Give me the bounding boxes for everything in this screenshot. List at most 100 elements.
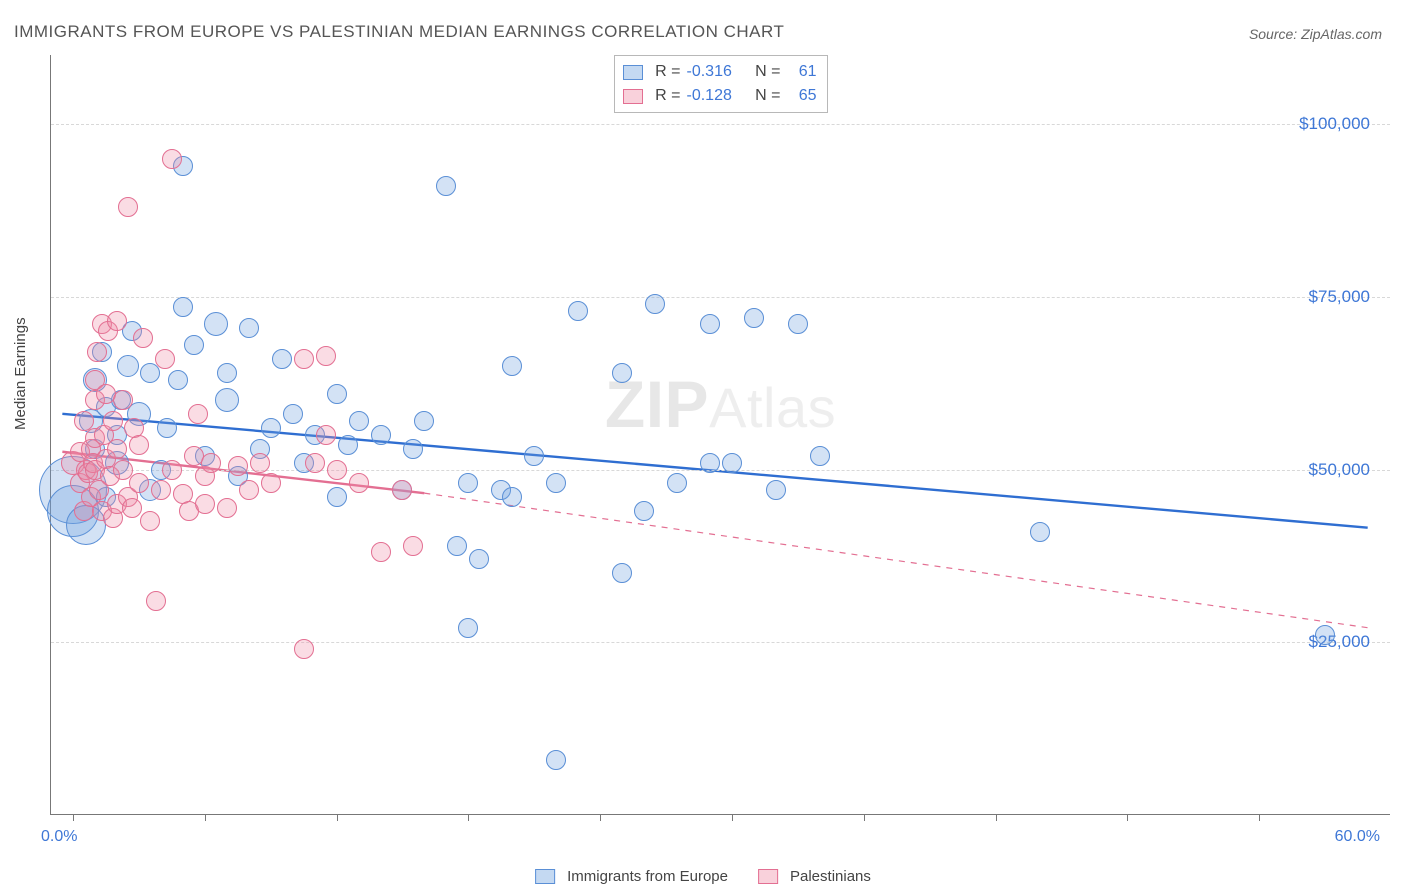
scatter-point [788,314,808,334]
scatter-point [645,294,665,314]
legend-item-b: Palestinians [758,868,871,885]
y-axis-label: Median Earnings [12,317,29,430]
scatter-point [140,363,160,383]
x-tick [337,814,338,821]
scatter-point [239,318,259,338]
scatter-point [700,453,720,473]
scatter-point [469,549,489,569]
y-tick-label: $75,000 [1309,287,1370,307]
scatter-point [140,511,160,531]
scatter-point [107,311,127,331]
scatter-point [173,297,193,317]
chart-plot-area: ZIPAtlas R = -0.316 N = 61 R = -0.128 N … [50,55,1390,815]
scatter-point [162,149,182,169]
watermark-atlas: Atlas [709,376,836,439]
x-tick [600,814,601,821]
scatter-point [239,480,259,500]
scatter-point [371,542,391,562]
scatter-point [305,453,325,473]
scatter-point [103,411,123,431]
legend-item-a: Immigrants from Europe [535,868,728,885]
scatter-point [722,453,742,473]
scatter-point [403,439,423,459]
scatter-point [228,456,248,476]
scatter-point [168,370,188,390]
scatter-point [117,355,139,377]
legend-bottom: Immigrants from Europe Palestinians [535,868,871,885]
r-value-a: -0.316 [687,60,747,84]
y-tick-label: $100,000 [1299,114,1370,134]
scatter-point [349,411,369,431]
legend-swatch-b [623,89,643,104]
watermark: ZIPAtlas [605,366,836,442]
scatter-point [283,404,303,424]
scatter-point [327,460,347,480]
scatter-point [157,418,177,438]
scatter-point [810,446,830,466]
scatter-point [634,501,654,521]
legend-stats-box: R = -0.316 N = 61 R = -0.128 N = 65 [614,55,828,113]
scatter-point [1030,522,1050,542]
scatter-point [436,176,456,196]
legend-swatch-b-bottom [758,869,778,884]
x-axis-end-label: 60.0% [1335,828,1380,846]
regression-lines-layer [51,55,1390,814]
source-name: ZipAtlas.com [1301,26,1382,42]
scatter-point [162,460,182,480]
scatter-point [458,618,478,638]
x-tick [1127,814,1128,821]
gridline-h [51,642,1390,643]
scatter-point [327,487,347,507]
scatter-point [1315,625,1335,645]
scatter-point [612,563,632,583]
scatter-point [371,425,391,445]
scatter-point [155,349,175,369]
scatter-point [349,473,369,493]
scatter-point [151,480,171,500]
source-prefix: Source: [1249,26,1297,42]
scatter-point [204,312,228,336]
x-tick [1259,814,1260,821]
r-label-a: R = [653,60,681,84]
r-value-b: -0.128 [687,84,747,108]
scatter-point [129,473,149,493]
x-tick [996,814,997,821]
x-tick [732,814,733,821]
legend-stats-row-a: R = -0.316 N = 61 [623,60,817,84]
gridline-h [51,297,1390,298]
n-value-a: 61 [787,60,817,84]
scatter-point [546,473,566,493]
scatter-point [524,446,544,466]
scatter-point [568,301,588,321]
gridline-h [51,124,1390,125]
scatter-point [294,349,314,369]
scatter-point [612,363,632,383]
scatter-point [458,473,478,493]
legend-swatch-a-bottom [535,869,555,884]
scatter-point [327,384,347,404]
scatter-point [129,435,149,455]
scatter-point [667,473,687,493]
x-axis-start-label: 0.0% [41,828,77,846]
r-label-b: R = [653,84,681,108]
scatter-point [502,487,522,507]
scatter-point [272,349,292,369]
scatter-point [261,473,281,493]
scatter-point [217,363,237,383]
scatter-point [414,411,434,431]
scatter-point [502,356,522,376]
x-tick [468,814,469,821]
legend-stats-row-b: R = -0.128 N = 65 [623,84,817,108]
legend-label-b: Palestinians [790,868,871,885]
scatter-point [215,388,239,412]
scatter-point [294,639,314,659]
legend-label-a: Immigrants from Europe [567,868,728,885]
scatter-point [146,591,166,611]
x-tick [73,814,74,821]
scatter-point [195,494,215,514]
scatter-point [744,308,764,328]
scatter-point [316,346,336,366]
scatter-point [107,439,127,459]
scatter-point [392,480,412,500]
x-tick [864,814,865,821]
